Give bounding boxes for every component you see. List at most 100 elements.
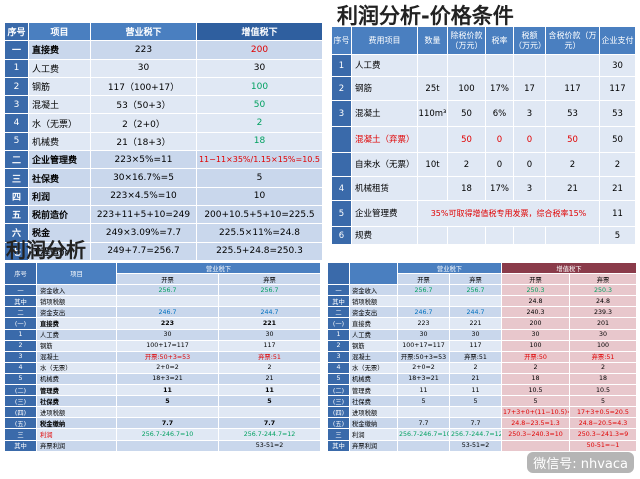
- header-col-2: 数量: [417, 26, 448, 55]
- table-row: 其中 销项税额: [4, 295, 321, 308]
- row-c: 240.3: [501, 306, 570, 319]
- row-c: 18: [501, 372, 570, 386]
- row-a: 11: [116, 384, 219, 397]
- br-header-d: 弃票: [569, 273, 637, 286]
- row-no: (二): [327, 384, 350, 397]
- row-a: 11: [397, 384, 450, 397]
- row-a: 256.7: [116, 284, 219, 297]
- row-b: 221: [218, 317, 321, 330]
- row-a: [116, 406, 219, 419]
- row-biz: 30: [90, 58, 197, 78]
- row-item: 税金缴纳: [36, 417, 117, 430]
- table-row: 6 规费 5: [331, 226, 636, 245]
- row-biz: 223: [90, 40, 197, 60]
- row-c: 30: [501, 328, 570, 341]
- row-item: 钢筋: [349, 339, 398, 352]
- row-no: 3: [331, 100, 352, 127]
- header-col-5: 税额（万元）: [513, 26, 546, 55]
- row-c: 17+3+0+(11−10.5)=23.5: [501, 406, 570, 419]
- top-right-body: 1 人工费 30 2 钢筋 25t 100 17% 17 117 117 3 混凝土 110m³ 50 6% 3…: [331, 54, 636, 245]
- row-item: 资金支出: [349, 306, 398, 319]
- row-tax: 17: [513, 76, 546, 101]
- table-row: 5 机械费 18+3=21 21 18 18: [327, 372, 637, 386]
- row-no: 5: [4, 372, 37, 386]
- row-a: 5: [116, 395, 219, 408]
- header-biz: 营业税下: [90, 21, 197, 42]
- row-item: 社保费: [349, 395, 398, 408]
- row-a: 开票:50+3=53: [116, 350, 219, 363]
- header-no: 序号: [4, 21, 29, 42]
- row-qty: [417, 176, 448, 201]
- row-d: 250.3: [569, 284, 637, 297]
- table-row: (一) 直接费 223 221: [4, 317, 321, 330]
- table-row: 2 钢筋 100+17=117 117 100 100: [327, 339, 637, 352]
- row-b: 53-51=2: [218, 439, 321, 452]
- row-pay: 21: [599, 176, 636, 201]
- row-b: 11: [449, 384, 502, 397]
- row-a: [397, 406, 450, 419]
- table-row: 一资金收入 256.7 256.7 250.3 250.3: [327, 284, 637, 297]
- table-row: (四)进项税额 17+3+0+(11−10.5)=23.517+3+0.5=20.…: [327, 406, 637, 419]
- table-row: 5 机械费 18+3=21 21: [4, 372, 321, 386]
- row-item: 弃票利润: [349, 439, 398, 452]
- row-rate: 0: [485, 126, 514, 153]
- row-item: 混凝土: [349, 350, 398, 363]
- row-item: 销项税额: [349, 295, 398, 308]
- row-qty: [417, 126, 448, 153]
- row-a: 5: [397, 395, 450, 408]
- row-c: 24.8−23.5=1.3: [501, 417, 570, 430]
- row-rate: 0: [485, 152, 514, 177]
- row-item: 机械租赁: [351, 176, 418, 201]
- row-no: (五): [327, 417, 350, 430]
- row-no: 1: [4, 328, 37, 341]
- row-pay: 117: [599, 76, 636, 101]
- row-biz: 223×4.5%=10: [90, 186, 197, 206]
- top-right-table: 序号 费用项目 数量 除税价款（万元） 税率 税额（万元） 含税价款（万元） 企业支付 1 人工…: [331, 26, 636, 245]
- table-row: (五) 税金缴纳 7.7 7.7: [4, 417, 321, 430]
- table-row: 3 混凝土 开票:50+3=53 弃票:51: [4, 350, 321, 363]
- table-row: 其中 弃票利润 53-51=2: [4, 439, 321, 452]
- row-gross: [545, 54, 600, 77]
- table-row: 2 钢筋 100+17=117 117: [4, 339, 321, 352]
- row-item: 混凝土: [36, 350, 117, 363]
- row-note: 35%可取得增值税专用发票，综合税率15%: [417, 200, 600, 227]
- row-item: 混凝土: [28, 95, 91, 115]
- row-b: 7.7: [449, 417, 502, 430]
- row-no: 三: [4, 428, 37, 441]
- table-row: 1 人工费 30 30: [4, 328, 321, 341]
- row-qty: 10t: [417, 152, 448, 177]
- row-rate: [485, 226, 514, 245]
- bl-header-b: 弃票: [218, 273, 321, 286]
- row-item: 资金收入: [36, 284, 117, 297]
- table-row: 七工程造价 249+7.7=256.7 225.5+24.8=250.3: [4, 241, 323, 261]
- table-row: (一) 直接费 223 221 200 201: [327, 317, 637, 330]
- row-item: 进项税额: [36, 406, 117, 419]
- row-item: 人工费: [351, 54, 418, 77]
- row-item: 企业管理费: [28, 150, 91, 170]
- row-c: [501, 439, 570, 452]
- row-c: 5: [501, 395, 570, 408]
- br-header-group-biz: 营业税下: [397, 261, 502, 275]
- row-c: 2: [501, 361, 570, 374]
- row-item: 水（无票）: [349, 361, 398, 374]
- header-col-4: 税率: [485, 26, 514, 55]
- row-a: 246.7: [116, 306, 219, 319]
- br-header-b: 弃票: [449, 273, 502, 286]
- row-no: 4: [4, 113, 29, 133]
- row-d: 10.5: [569, 384, 637, 397]
- table-row: (三) 社保费 5 5 5 5: [327, 395, 637, 408]
- row-vat: 2: [196, 113, 323, 133]
- bottom-left-body: 一资金收入 256.7 256.7 其中 销项税额二资金支出 246.7 244.7 (一) 直…: [4, 284, 321, 452]
- row-pay: 11: [599, 200, 636, 227]
- bl-header-group: 营业税下: [116, 261, 321, 275]
- row-qty: 25t: [417, 76, 448, 101]
- row-biz: 2（2+0）: [90, 113, 197, 133]
- row-no: 二: [4, 150, 29, 170]
- row-no: 其中: [4, 439, 37, 452]
- row-a: 7.7: [116, 417, 219, 430]
- top-left-table: 序号 项目 营业税下 增值税下 一直接费 223 200 1 人工费 30 30 2 钢筋 117…: [4, 21, 323, 261]
- row-item: 税金: [28, 223, 91, 243]
- table-row: 5 企业管理费 35%可取得增值税专用发票，综合税率15% 11: [331, 200, 636, 227]
- row-a: 223: [397, 317, 450, 330]
- row-vat: 10: [196, 186, 323, 206]
